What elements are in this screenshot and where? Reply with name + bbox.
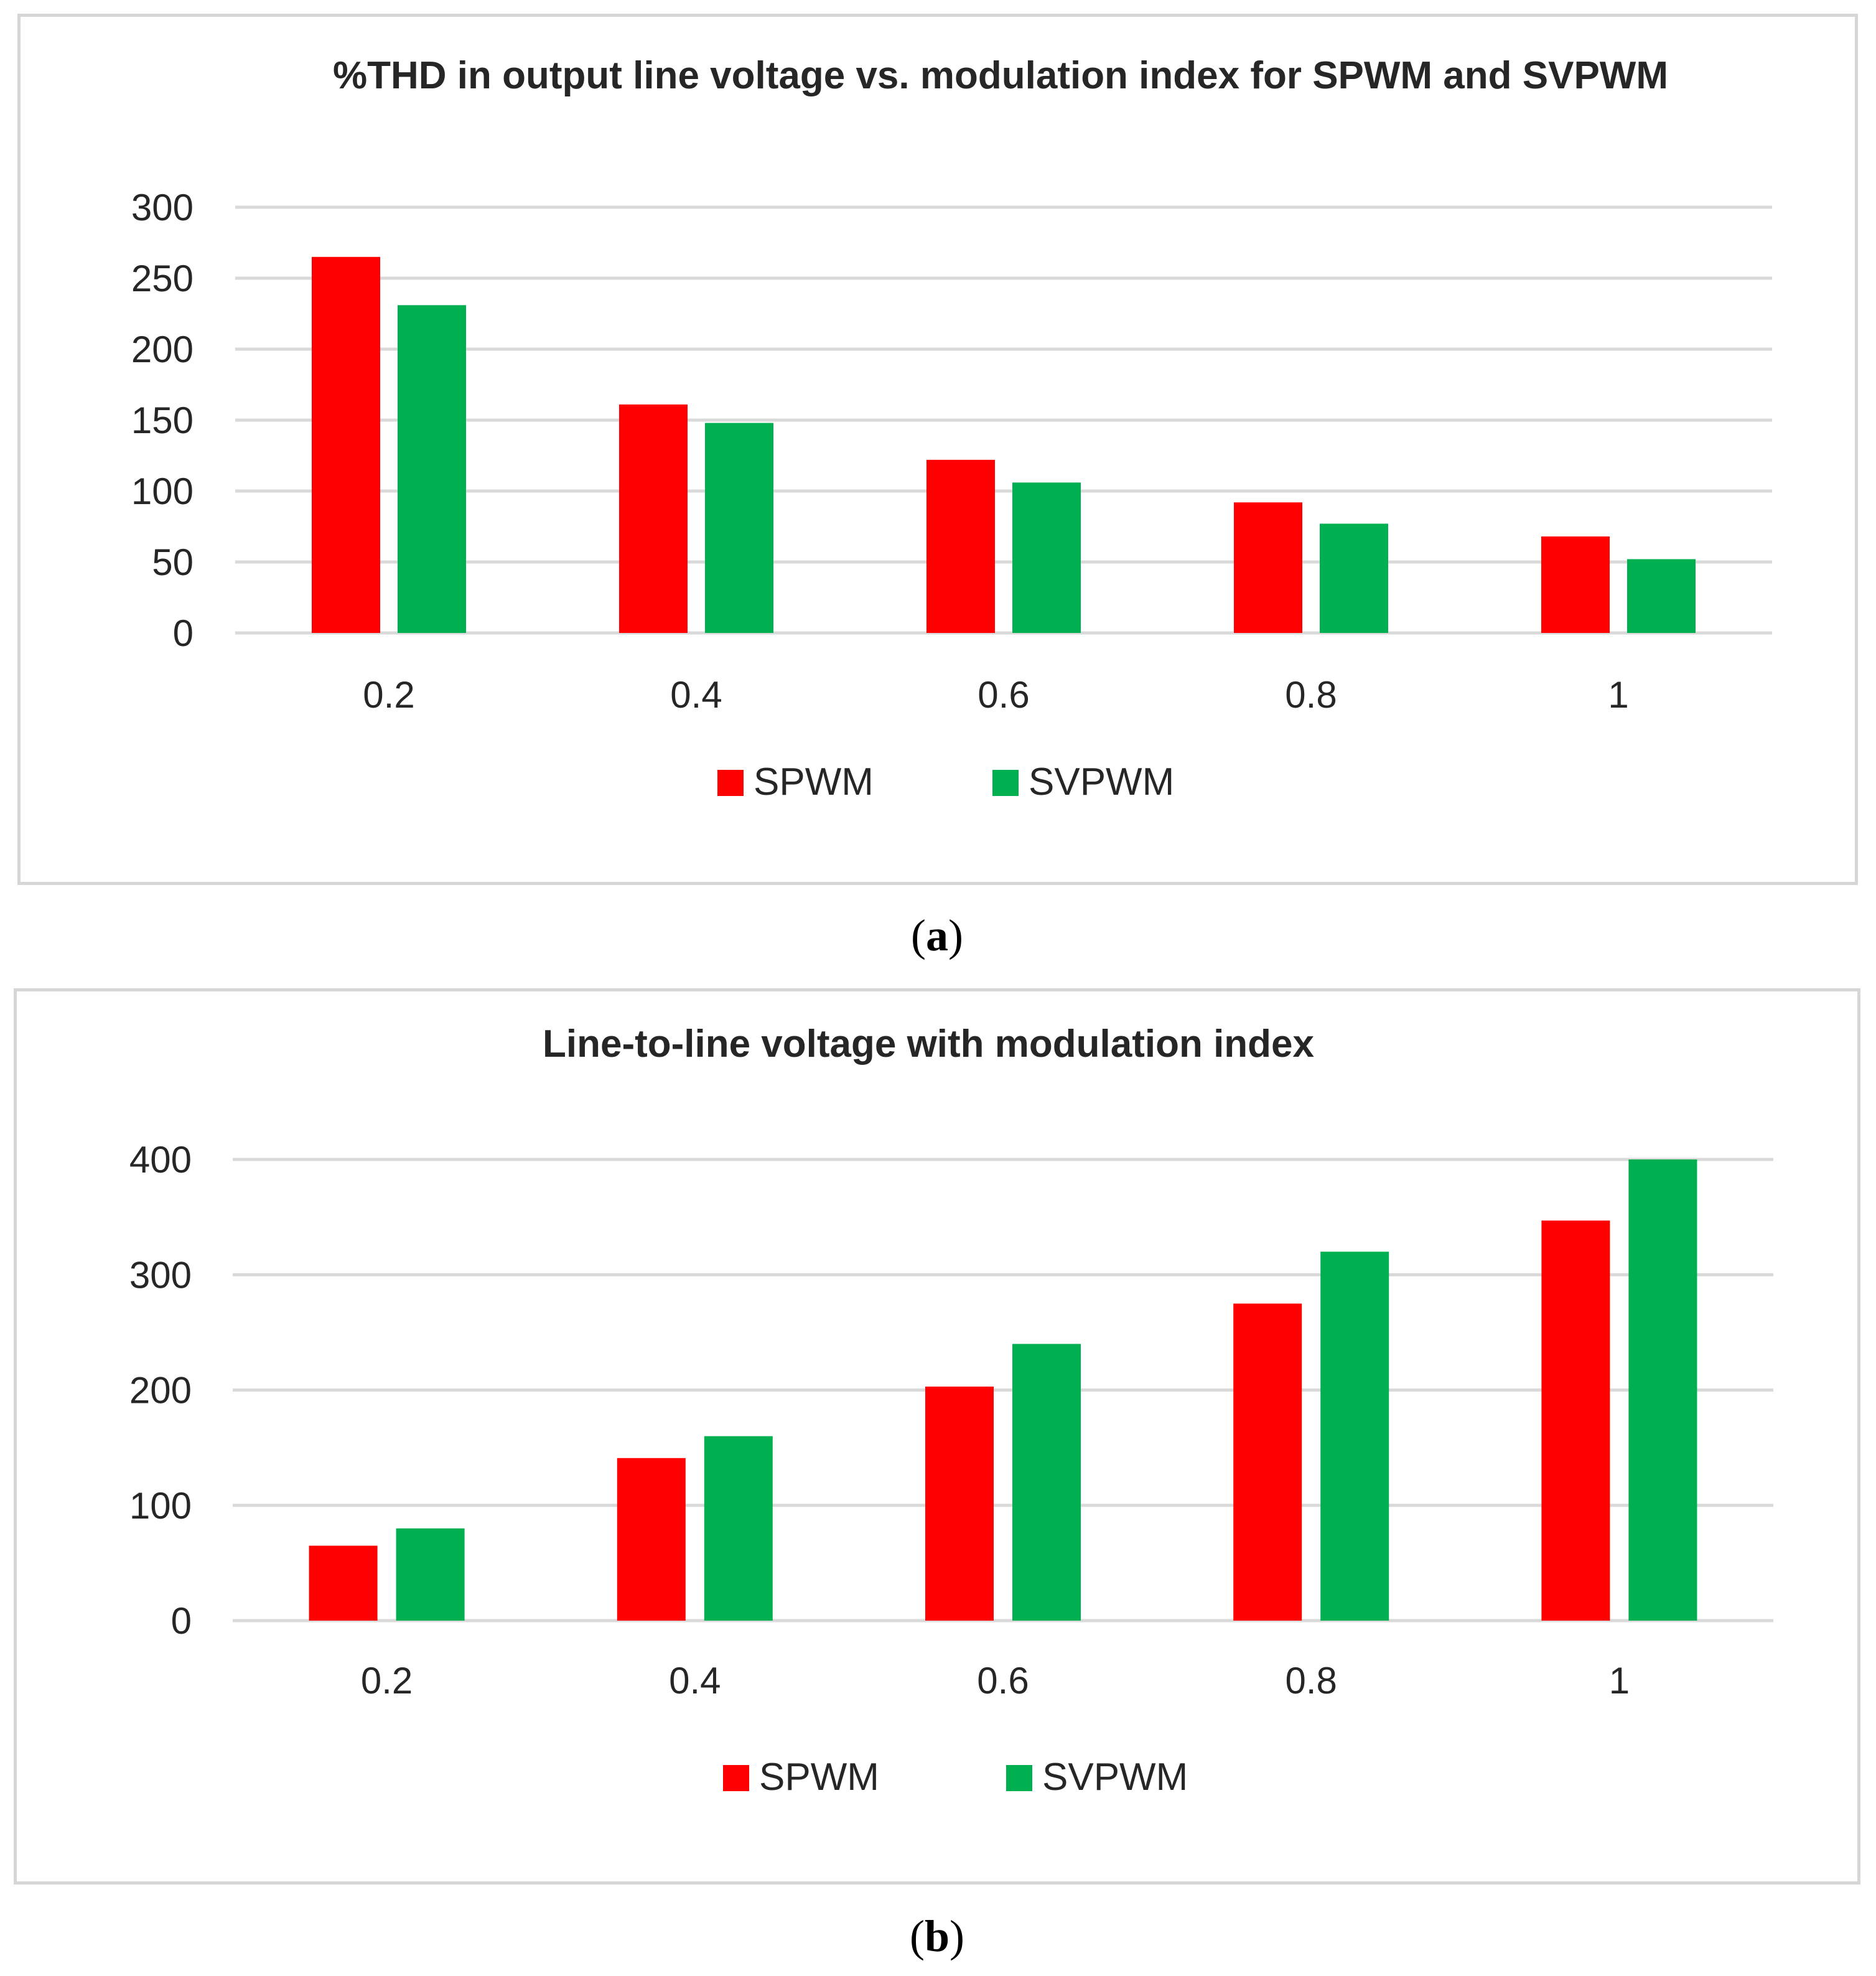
y-tick-label: 400 <box>129 1139 192 1181</box>
chart-a-svg: %THD in output line voltage vs. modulati… <box>131 54 1772 803</box>
bar-spwm-0.6 <box>926 459 995 633</box>
bar-svpwm-0.8 <box>1320 523 1388 633</box>
bar-svpwm-0.6 <box>1012 1344 1081 1621</box>
y-tick-label: 50 <box>152 541 194 583</box>
bar-spwm-0.2 <box>309 1545 378 1621</box>
bar-svpwm-0.6 <box>1012 482 1081 633</box>
bar-spwm-0.4 <box>619 404 688 633</box>
legend-swatch-spwm <box>723 1765 749 1791</box>
y-tick-label: 200 <box>131 329 194 370</box>
chart-b-title: Line-to-line voltage with modulation ind… <box>543 1023 1315 1065</box>
y-tick-label: 250 <box>131 258 194 299</box>
legend-swatch-svpwm <box>992 770 1019 796</box>
chart-b-svg: Line-to-line voltage with modulation ind… <box>129 1023 1773 1799</box>
bar-svpwm-0.2 <box>398 305 466 633</box>
y-tick-label: 200 <box>129 1370 192 1412</box>
x-tick-label: 0.4 <box>669 1660 721 1702</box>
y-tick-label: 100 <box>129 1485 192 1527</box>
caption-a: (a) <box>911 911 963 960</box>
x-tick-label: 1 <box>1609 1660 1630 1702</box>
chart-a-title: %THD in output line voltage vs. modulati… <box>333 54 1668 97</box>
bar-svpwm-0.4 <box>705 423 773 633</box>
bar-svpwm-1 <box>1628 1159 1697 1621</box>
x-tick-label: 0.2 <box>363 674 414 716</box>
chart-panel-b: Line-to-line voltage with modulation ind… <box>14 988 1860 1885</box>
legend-swatch-spwm <box>717 770 744 796</box>
bar-svpwm-0.2 <box>396 1528 465 1621</box>
bar-spwm-0.4 <box>617 1458 686 1621</box>
bar-svpwm-0.4 <box>704 1436 773 1621</box>
bar-spwm-0.2 <box>312 256 380 633</box>
bar-spwm-0.8 <box>1234 502 1302 633</box>
y-tick-label: 0 <box>171 1600 192 1642</box>
x-tick-label: 0.6 <box>978 674 1029 716</box>
x-tick-label: 0.8 <box>1285 1660 1337 1702</box>
bar-svpwm-0.8 <box>1320 1252 1389 1621</box>
x-tick-label: 0.2 <box>361 1660 413 1702</box>
legend-label-spwm: SPWM <box>754 761 874 803</box>
bar-svpwm-1 <box>1627 559 1696 633</box>
x-tick-label: 0.8 <box>1285 674 1337 716</box>
x-tick-label: 0.4 <box>670 674 722 716</box>
legend-label-spwm: SPWM <box>759 1756 879 1799</box>
y-tick-label: 100 <box>131 471 194 512</box>
legend-swatch-svpwm <box>1006 1765 1032 1791</box>
x-tick-label: 0.6 <box>977 1660 1029 1702</box>
chart-panel-a: %THD in output line voltage vs. modulati… <box>17 14 1858 885</box>
x-tick-label: 1 <box>1608 674 1628 716</box>
caption-b: (b) <box>909 1911 964 1961</box>
bar-spwm-0.8 <box>1233 1303 1302 1621</box>
y-tick-label: 300 <box>131 187 194 228</box>
bar-spwm-1 <box>1541 536 1610 633</box>
y-tick-label: 0 <box>173 612 194 654</box>
y-tick-label: 300 <box>129 1254 192 1296</box>
bar-spwm-1 <box>1541 1220 1610 1621</box>
legend-label-svpwm: SVPWM <box>1029 761 1174 803</box>
legend-label-svpwm: SVPWM <box>1042 1756 1188 1799</box>
bar-spwm-0.6 <box>925 1386 994 1621</box>
y-tick-label: 150 <box>131 400 194 441</box>
